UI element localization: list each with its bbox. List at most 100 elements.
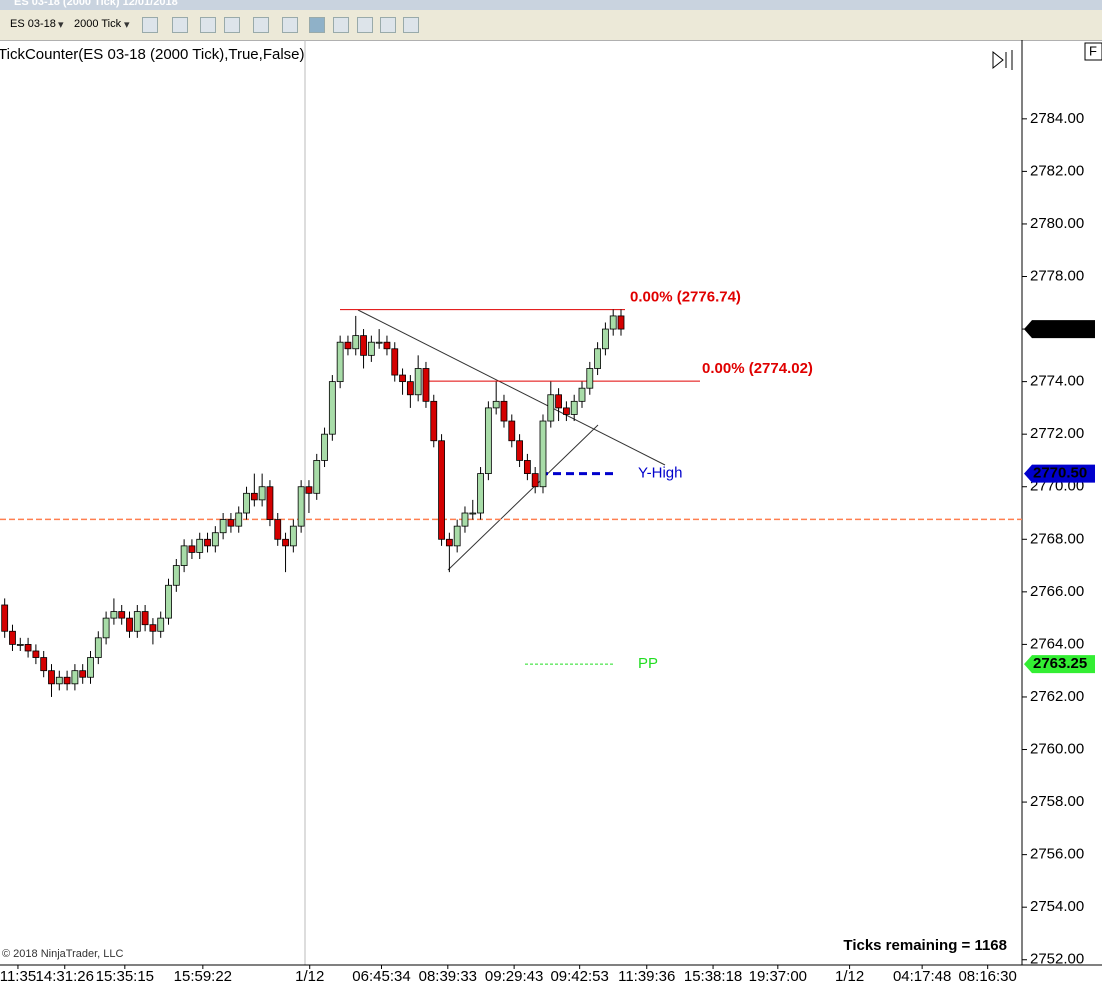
price-marker xyxy=(1024,655,1095,674)
strategies-button[interactable] xyxy=(357,17,373,33)
x-tick-label: 14:31:26 xyxy=(36,968,94,985)
candle-body xyxy=(16,644,24,646)
y-tick-label: 2782.00 xyxy=(1030,162,1084,179)
candle-body xyxy=(313,460,321,494)
candle-body xyxy=(367,341,375,356)
candle-body xyxy=(243,492,250,514)
y-tick-label: 2762.00 xyxy=(1030,688,1084,705)
price-marker-label: 2776.00 xyxy=(1033,320,1087,337)
candle-body xyxy=(32,650,40,658)
candle-body xyxy=(609,315,617,330)
marker-button[interactable] xyxy=(200,17,216,33)
candle-body xyxy=(399,374,406,383)
candle-body xyxy=(594,348,601,369)
candle-body xyxy=(445,538,453,547)
toolbar: ES 03-18 ▾ 2000 Tick ▾ xyxy=(0,10,1102,41)
x-tick-label: 15:38:18 xyxy=(684,968,742,985)
candle-body xyxy=(539,420,547,488)
candle-body xyxy=(344,341,352,350)
candle-body xyxy=(133,611,141,632)
candle-body xyxy=(149,624,157,632)
candle-body xyxy=(289,525,297,547)
candle-body xyxy=(492,400,500,409)
y-tick-label: 2768.00 xyxy=(1030,530,1084,547)
svg-text:F: F xyxy=(1089,43,1097,58)
candle-body xyxy=(250,492,258,501)
candle-body xyxy=(570,400,578,415)
bar-type-button[interactable] xyxy=(142,17,158,33)
candle-body xyxy=(321,433,328,461)
candle-body xyxy=(141,611,149,626)
x-tick-label: 04:17:48 xyxy=(893,968,951,985)
y-tick-label: 2754.00 xyxy=(1030,898,1084,915)
level-label: Y-High xyxy=(638,465,682,482)
title-bar: ES 03-18 (2000 Tick) 12/01/2018 xyxy=(0,0,1102,10)
candle-body xyxy=(274,519,282,540)
candle-body xyxy=(461,512,469,527)
candle-body xyxy=(188,545,196,553)
properties-button[interactable] xyxy=(380,17,396,33)
eraser-button[interactable] xyxy=(224,17,240,33)
x-tick-label: 15:59:22 xyxy=(174,968,232,985)
candle-body xyxy=(165,584,172,619)
candle-body xyxy=(266,486,274,520)
scroll-end-button[interactable] xyxy=(992,50,1013,70)
y-tick-label: 2774.00 xyxy=(1030,373,1084,390)
x-tick-label: 09:29:43 xyxy=(485,968,543,985)
trend-line xyxy=(447,424,599,571)
y-tick-label: 2766.00 xyxy=(1030,583,1084,600)
candle-body xyxy=(531,473,539,488)
candle-body xyxy=(484,407,492,474)
y-tick-label: 2760.00 xyxy=(1030,740,1084,757)
candle-body xyxy=(48,670,55,685)
candle-body xyxy=(172,565,180,586)
candle-body xyxy=(297,486,305,527)
period-select[interactable]: 2000 Tick xyxy=(74,18,122,30)
trend-line xyxy=(357,309,666,466)
candle-body xyxy=(55,676,63,685)
instrument-select[interactable]: ES 03-18 xyxy=(10,18,56,30)
candle-body xyxy=(219,519,227,534)
candle-body xyxy=(500,400,508,422)
cursor-button[interactable] xyxy=(253,17,269,33)
level-label: PP xyxy=(638,655,658,672)
candle-body xyxy=(360,335,367,356)
candle-body xyxy=(375,341,383,344)
x-tick-label: 19:37:00 xyxy=(749,968,807,985)
candle-body xyxy=(469,512,477,515)
chart-style-button[interactable] xyxy=(309,17,325,33)
x-tick-label: 1/12 xyxy=(295,968,324,985)
zoom-button[interactable] xyxy=(282,17,298,33)
candle-body xyxy=(586,368,594,389)
candle-body xyxy=(180,545,188,566)
f-button[interactable] xyxy=(1084,42,1102,61)
candle-body xyxy=(24,644,32,652)
candle-body xyxy=(422,368,430,402)
candle-body xyxy=(477,473,484,514)
candle-body xyxy=(414,368,422,396)
y-tick-label: 2758.00 xyxy=(1030,793,1084,810)
draw-button[interactable] xyxy=(172,17,188,33)
candle-body xyxy=(94,637,102,658)
y-tick-label: 2784.00 xyxy=(1030,110,1084,127)
candle-body xyxy=(110,611,118,619)
data-box-button[interactable] xyxy=(403,17,419,33)
y-tick-label: 2764.00 xyxy=(1030,635,1084,652)
x-tick-label: 15:35:15 xyxy=(96,968,154,985)
level-label: 0.00% (2776.74) xyxy=(630,289,741,306)
candle-body xyxy=(79,670,87,678)
level-label: 0.00% (2774.02) xyxy=(702,360,813,377)
candle-body xyxy=(87,657,94,678)
candle-body xyxy=(71,670,79,685)
indicator-label: TickCounter(ES 03-18 (2000 Tick),True,Fa… xyxy=(0,46,305,63)
copyright: © 2018 NinjaTrader, LLC xyxy=(2,948,123,960)
indicators-button[interactable] xyxy=(333,17,349,33)
x-tick-label: 09:42:53 xyxy=(550,968,608,985)
price-marker xyxy=(1024,464,1095,483)
candle-body xyxy=(453,525,461,547)
candle-body xyxy=(305,486,313,494)
candle-body xyxy=(617,315,625,330)
candle-body xyxy=(9,630,16,645)
candle-body xyxy=(547,394,555,422)
